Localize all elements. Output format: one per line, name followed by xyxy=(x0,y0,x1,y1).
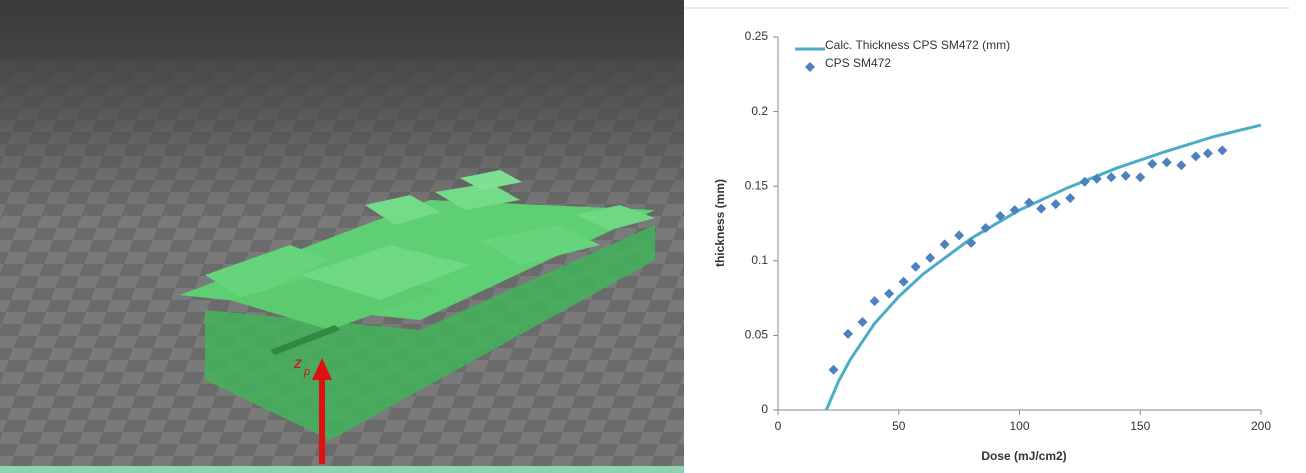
legend: Calc. Thickness CPS SM472 (mm) CPS SM472 xyxy=(795,38,1015,74)
legend-label: CPS SM472 xyxy=(825,56,1015,70)
data-point xyxy=(940,239,950,249)
y-tick-label: 0.2 xyxy=(751,104,768,118)
x-tick-label: 150 xyxy=(1130,419,1150,433)
data-point xyxy=(1051,199,1061,209)
axis-label: z xyxy=(293,355,302,372)
data-point xyxy=(870,296,880,306)
x-tick-label: 0 xyxy=(775,419,782,433)
legend-swatch xyxy=(795,62,825,72)
x-axis-label: Dose (mJ/cm2) xyxy=(981,449,1066,463)
data-point xyxy=(884,289,894,299)
fit-line xyxy=(826,125,1261,410)
legend-item: Calc. Thickness CPS SM472 (mm) xyxy=(795,38,1015,54)
data-point xyxy=(911,262,921,272)
data-point xyxy=(1217,145,1227,155)
data-point xyxy=(1176,160,1186,170)
data-point xyxy=(843,329,853,339)
data-point xyxy=(1162,157,1172,167)
y-tick-label: 0 xyxy=(761,402,768,416)
data-point xyxy=(1106,172,1116,182)
data-point xyxy=(1203,148,1213,158)
page: z p Dose (mJ/cm2) thickness (mm) 0 0.05 0.… xyxy=(0,0,1306,473)
y-tick-label: 0.1 xyxy=(751,253,768,267)
data-point xyxy=(829,365,839,375)
legend-symbol xyxy=(795,44,825,54)
y-axis-label: thickness (mm) xyxy=(713,179,727,267)
data-point xyxy=(1121,171,1131,181)
data-point xyxy=(925,253,935,263)
legend-swatch xyxy=(795,44,825,54)
legend-marker xyxy=(805,62,815,72)
data-point xyxy=(1135,172,1145,182)
data-point xyxy=(899,277,909,287)
x-tick-label: 200 xyxy=(1251,419,1271,433)
data-point xyxy=(858,317,868,327)
bottom-bar xyxy=(0,466,684,473)
legend-label: Calc. Thickness CPS SM472 (mm) xyxy=(825,38,1015,52)
render-view: z p xyxy=(0,0,684,473)
data-point xyxy=(1147,159,1157,169)
data-point xyxy=(1065,193,1075,203)
x-tick-label: 100 xyxy=(1009,419,1029,433)
y-tick-label: 0.15 xyxy=(745,178,769,192)
x-tick-label: 50 xyxy=(892,419,906,433)
data-point xyxy=(954,230,964,240)
floor-fade xyxy=(0,60,684,220)
legend-symbol xyxy=(795,62,825,72)
axis-subscript: p xyxy=(303,366,310,378)
data-point xyxy=(1191,151,1201,161)
data-point xyxy=(1036,204,1046,214)
y-tick-label: 0.25 xyxy=(745,29,769,43)
legend-item: CPS SM472 xyxy=(795,56,1015,72)
y-tick-label: 0.05 xyxy=(745,328,769,342)
